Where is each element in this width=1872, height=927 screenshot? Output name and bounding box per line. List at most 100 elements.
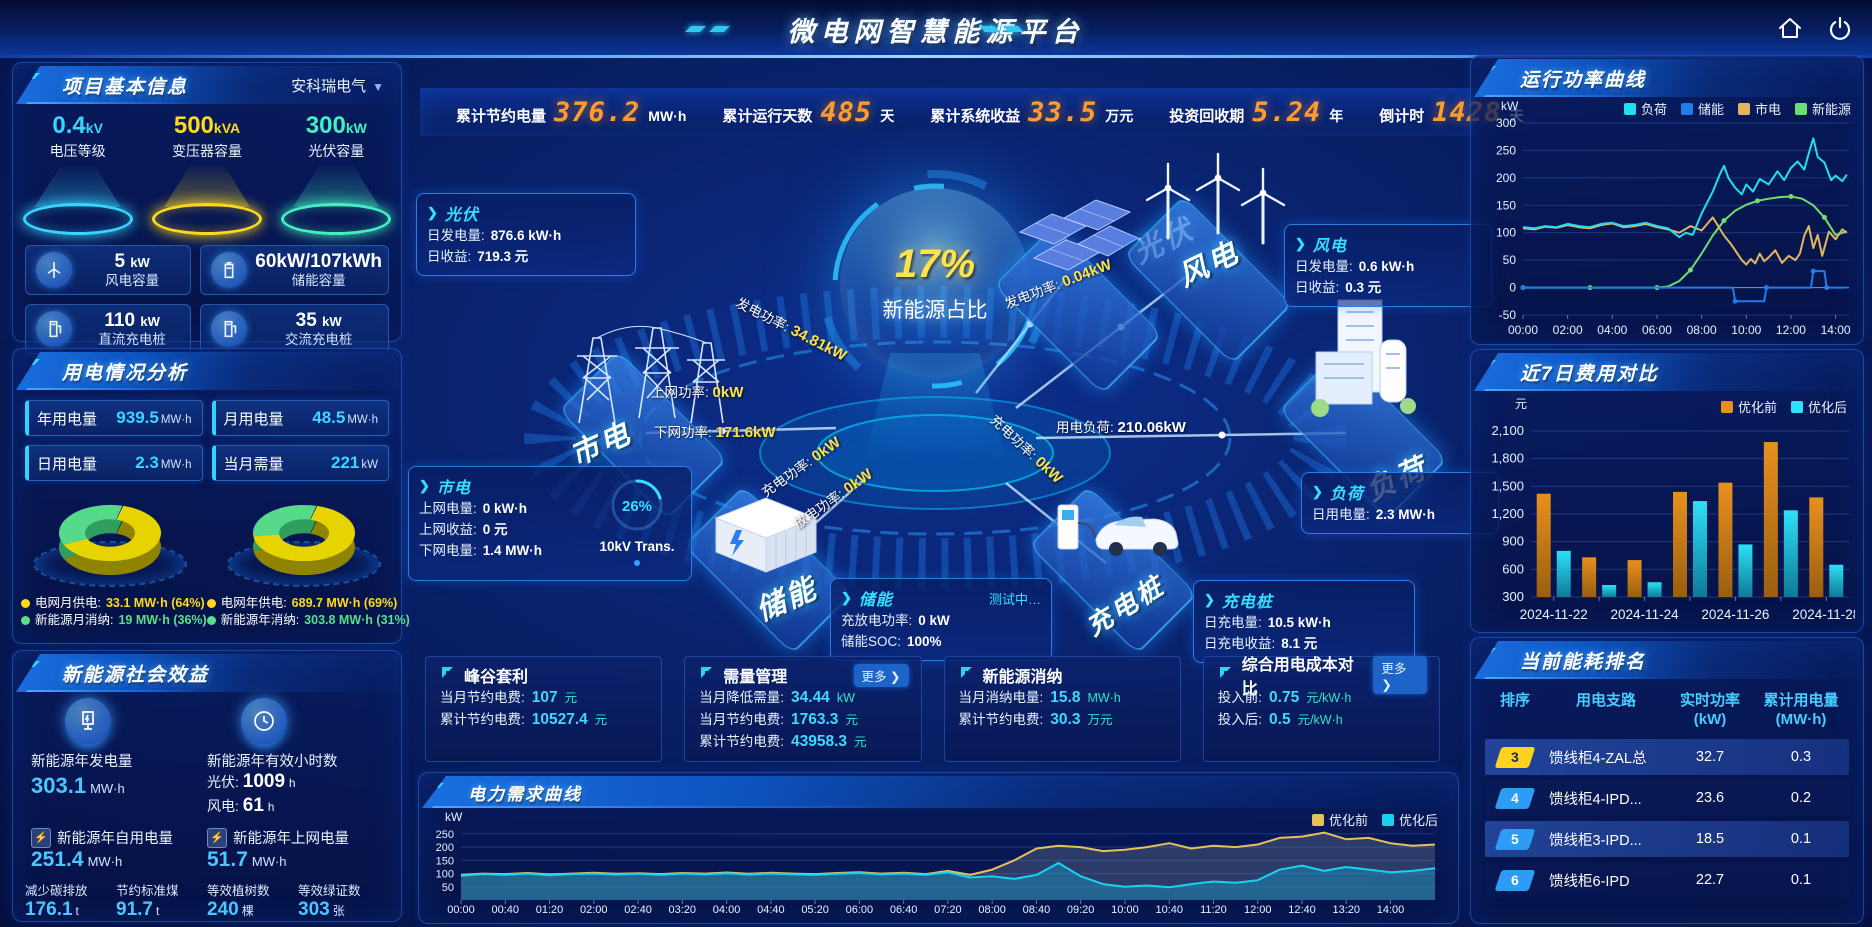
benefit-card-title: 需量管理 bbox=[723, 669, 788, 686]
ranking-header-cell: 用电支路 bbox=[1575, 692, 1636, 709]
svg-text:2024-11-24: 2024-11-24 bbox=[1611, 607, 1680, 622]
branch-name: 馈线柜6-IPD bbox=[1549, 873, 1630, 890]
info-value: 10.5 kW·h bbox=[1267, 615, 1331, 630]
benefit-row: 投入前: 0.75 元/kW·h bbox=[1218, 687, 1427, 709]
svg-text:04:00: 04:00 bbox=[1597, 323, 1627, 337]
benefit-card-title: 综合用电成本对比 bbox=[1241, 657, 1354, 698]
power-icon[interactable] bbox=[1826, 14, 1854, 42]
podium-ring-icon bbox=[281, 203, 392, 235]
social-hours-line: 风电: 61 h bbox=[207, 795, 275, 816]
podium-label: 光伏容量 bbox=[308, 143, 365, 159]
kpi-item: 投资回收期 5.24 年 bbox=[1151, 97, 1361, 128]
more-button[interactable]: 更多 ❯ bbox=[1373, 656, 1427, 694]
usage-stat-box: 年用电量 939.5 MW·h bbox=[25, 400, 203, 436]
kpi-value: 376.2 bbox=[554, 96, 641, 128]
svg-text:2024-11-28: 2024-11-28 bbox=[1792, 607, 1855, 622]
flow-load-power: 用电负荷: 210.06kW bbox=[1056, 416, 1186, 436]
charger-info-card: ❯ 充电桩 日充电量: 10.5 kW·h 日充电收益: 8.1 元 bbox=[1193, 580, 1415, 663]
legend-item[interactable]: 电网月供电: 33.1 MW·h (64%) bbox=[21, 595, 207, 612]
legend-item[interactable]: 市电 bbox=[1737, 99, 1781, 118]
panel-header: 运行功率曲线 bbox=[1474, 59, 1860, 97]
table-row[interactable]: 4 馈线柜4-IPD... 23.6 0.2 bbox=[1485, 780, 1849, 816]
legend-swatch-icon bbox=[1794, 102, 1807, 115]
podium-label: 变压器容量 bbox=[171, 143, 242, 159]
info-row: 充放电功率: 0 kW bbox=[841, 610, 1041, 631]
info-row: 日用电量: 2.3 MW·h bbox=[1312, 504, 1488, 525]
kpi-label: 累计系统收益 bbox=[930, 107, 1021, 125]
kpi-item: 累计系统收益 33.5 万元 bbox=[912, 97, 1151, 128]
light-cone bbox=[163, 163, 250, 207]
chevron-down-icon: ▼ bbox=[372, 80, 384, 94]
svg-text:250: 250 bbox=[436, 829, 454, 841]
legend-item[interactable]: 优化后 bbox=[1381, 810, 1438, 829]
legend-swatch-icon bbox=[1737, 102, 1750, 115]
info-row: 上网电量: 0 kW·h bbox=[419, 498, 569, 519]
more-button[interactable]: 更多 ❯ bbox=[853, 663, 909, 687]
legend-item[interactable]: 电网年供电: 689.7 MW·h (69%) bbox=[206, 595, 410, 612]
legend-item[interactable]: 新能源年消纳: 303.8 MW·h (31%) bbox=[206, 612, 410, 629]
usage-stats: 年用电量 939.5 MW·h 月用电量 48.5 MW·h 日用电量 2.3 MW·h 当月需量… bbox=[25, 400, 389, 481]
svg-text:1,200: 1,200 bbox=[1491, 506, 1524, 521]
company-select[interactable]: 安科瑞电气 ▼ bbox=[291, 78, 384, 95]
social-label: 新能源年发电量 bbox=[31, 754, 133, 770]
legend-item[interactable]: 优化前 bbox=[1311, 810, 1368, 829]
kpi-unit: MW·h bbox=[648, 107, 687, 124]
capacity-value: 110 kW bbox=[104, 310, 160, 332]
table-row[interactable]: 6 馈线柜6-IPD 22.7 0.1 bbox=[1485, 862, 1849, 898]
legend-swatch-icon bbox=[1623, 102, 1636, 115]
home-icon[interactable] bbox=[1776, 14, 1804, 42]
ev-charger-icon bbox=[1057, 504, 1179, 556]
social-label: ⚡ 新能源年自用电量 bbox=[31, 827, 207, 848]
benefit-label: 当月降低需量: bbox=[699, 690, 785, 705]
legend-text: 优化后 bbox=[1398, 813, 1438, 828]
svg-text:150: 150 bbox=[436, 855, 454, 867]
info-value: 0.3 元 bbox=[1345, 280, 1382, 295]
legend-text: 储能 bbox=[1697, 102, 1724, 117]
kpi-unit: 万元 bbox=[1105, 107, 1134, 124]
light-cone bbox=[293, 163, 380, 207]
flow-value: 0kW bbox=[712, 384, 744, 401]
capacity-card: 110 kW 直流充电桩 bbox=[25, 304, 192, 354]
social-label: ⚡ 新能源年上网电量 bbox=[207, 827, 383, 848]
legend-text: 负荷 bbox=[1640, 102, 1667, 117]
legend-item[interactable]: 优化前 bbox=[1720, 397, 1777, 416]
social-secondary-item: ⚡ 新能源年上网电量 51.7 MW·h bbox=[207, 827, 383, 872]
run-power-panel: 运行功率曲线 kW 负荷 储能 市电 新能源 -50 0 50 100 150 200 250 30… bbox=[1470, 55, 1864, 345]
demand-legend: 优化前 优化后 bbox=[1311, 810, 1438, 829]
info-label: 下网电量: bbox=[419, 543, 477, 558]
benefit-label: 当月消纳电量: bbox=[958, 690, 1044, 705]
social-primary-row: 新能源年发电量 303.1 MW·h 新能源年有效小时数 光伏: 1009 h 风电: 6… bbox=[31, 698, 383, 819]
legend-item[interactable]: 新能源月消纳: 19 MW·h (36%) bbox=[21, 612, 207, 629]
legend-text: 优化前 bbox=[1737, 400, 1777, 415]
legend-item[interactable]: 优化后 bbox=[1790, 397, 1847, 416]
legend-swatch-icon bbox=[1381, 813, 1394, 826]
light-cone bbox=[34, 163, 121, 207]
legend-label: 新能源年消纳: bbox=[220, 613, 300, 627]
podium-ring-icon bbox=[22, 203, 133, 235]
social-label: 节约标准煤 bbox=[116, 884, 179, 898]
svg-text:04:00: 04:00 bbox=[713, 904, 741, 916]
table-row[interactable]: 3 馈线柜4-ZAL总 32.7 0.3 bbox=[1485, 739, 1849, 775]
legend-item[interactable]: 新能源 bbox=[1794, 99, 1851, 118]
kpi-item: 累计运行天数 485 天 bbox=[704, 97, 912, 128]
panel-corner-icon bbox=[1218, 665, 1234, 686]
donut-row bbox=[13, 485, 401, 593]
grid-info-card: ❯ 市电 上网电量: 0 kW·h 上网收益: 0 元下网电量: 1.4 MW·h 26%… bbox=[408, 466, 692, 581]
panel-title: 用电情况分析 bbox=[62, 362, 189, 384]
info-label: 日收益: bbox=[1295, 280, 1340, 295]
benefit-row: 当月降低需量: 34.44 kW bbox=[699, 687, 908, 709]
svg-text:06:00: 06:00 bbox=[1642, 323, 1672, 337]
total-energy: 0.2 bbox=[1790, 790, 1812, 806]
info-row: 日收益: 719.3 元 bbox=[427, 246, 625, 267]
table-row[interactable]: 5 馈线柜3-IPD... 18.5 0.1 bbox=[1485, 821, 1849, 857]
svg-text:12:00: 12:00 bbox=[1776, 323, 1806, 337]
svg-text:13:20: 13:20 bbox=[1332, 904, 1360, 916]
energy-ranking-panel: 当前能耗排名 排序 用电支路 实时功率 (kW) 累计用电量 (MW·h) 3 馈线柜4-Z… bbox=[1470, 637, 1864, 924]
social-value: 91.7 t bbox=[116, 899, 160, 920]
legend-label: 电网月供电: bbox=[35, 596, 101, 610]
legend-item[interactable]: 负荷 bbox=[1623, 99, 1667, 118]
grid-export-icon: ⚡ bbox=[207, 827, 227, 848]
benefit-row: 累计节约电费: 43958.3 元 bbox=[699, 731, 908, 753]
legend-item[interactable]: 储能 bbox=[1680, 99, 1724, 118]
